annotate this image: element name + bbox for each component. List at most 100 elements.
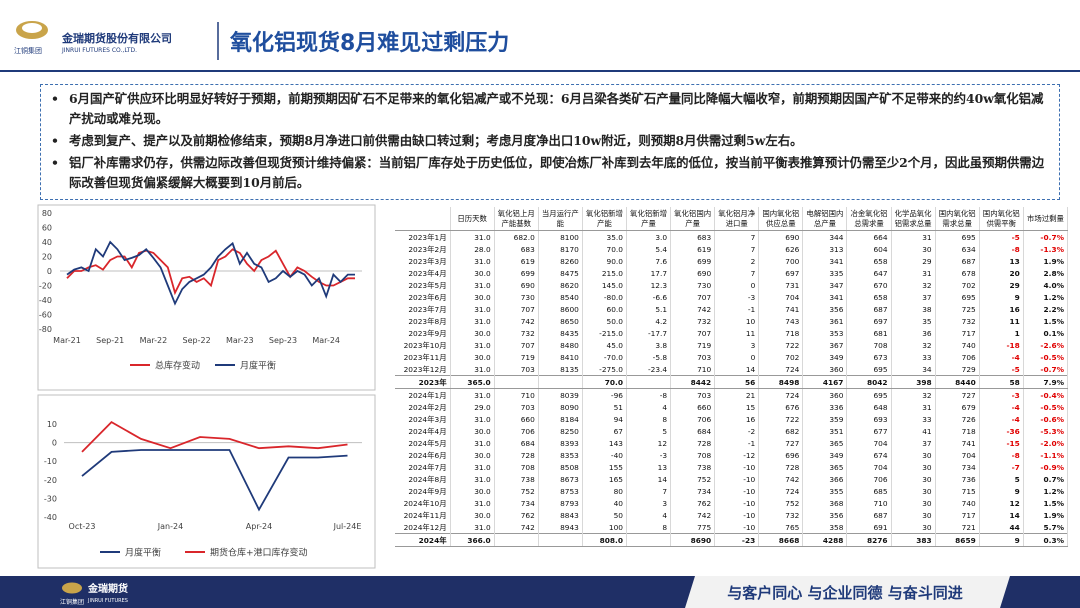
table-cell: 13 [979,255,1024,267]
table-cell: 684 [494,437,539,449]
table-cell: 685 [846,485,892,497]
table-cell: 670 [846,279,892,291]
table-cell: 347 [802,279,848,291]
table-cell: 708 [846,339,892,351]
table-cell: 31.0 [450,388,495,401]
table-header-cell: 电解铝国内总产量 [802,207,848,231]
table-cell: 2023年8月 [395,315,451,327]
table-cell: -70.0 [582,351,627,363]
balance-table: 日历天数 氧化铝上月产能基数 当月运行产能 氧化铝新增产能 氧化铝新增产量 氧化铝国内产量… [395,207,1069,547]
table-cell: -0.5% [1023,401,1069,413]
table-cell: 353 [802,327,848,339]
table-header-cell: 化学品氧化铝需求总量 [891,207,936,231]
table-cell: 734 [935,461,980,473]
table-cell: 2023年 [395,375,451,389]
table-cell: 664 [846,230,892,243]
table-cell: 4 [626,401,672,413]
table-cell: 693 [846,413,892,425]
table-cell: 729 [935,363,980,376]
table-cell: 341 [802,255,848,267]
table-header-cell: 氧化铝上月产能基数 [494,207,539,231]
table-cell: 690 [670,267,716,279]
table-cell: 710 [670,363,716,376]
table-cell: 2024年 [395,533,451,547]
table-cell: -10 [714,485,760,497]
table-cell: 699 [494,267,539,279]
table-cell: -12 [714,449,760,461]
table-cell: 155 [582,461,627,473]
table-cell: 34 [891,363,936,376]
table-cell: 699 [670,255,716,267]
table-cell: 8410 [538,351,583,363]
table-cell: 349 [802,351,848,363]
series-line [66,248,355,296]
table-cell: 2023年5月 [395,279,451,291]
table-cell: 2024年9月 [395,485,451,497]
bullet: 6月国产矿供应环比明显好转好于预期，前期预期因矿石不足带来的氧化铝减产或不兑现：… [51,89,1049,129]
table-cell: 710 [494,388,539,401]
x-tick-label: Mar-24 [312,336,340,345]
table-cell: 50 [582,509,627,521]
table-cell: 12 [979,497,1024,509]
table-cell: 5 [979,473,1024,485]
table-cell: 70.0 [582,375,627,389]
table-cell: 707 [494,339,539,351]
table-cell: 676 [758,401,804,413]
table-cell: 707 [494,303,539,315]
x-tick-label: Sep-21 [96,336,124,345]
table-cell: 721 [935,521,980,534]
table-cell: 3.0 [626,230,672,243]
table-cell: 8498 [758,375,804,389]
table-header-cell: 氧化铝新增产能 [582,207,627,231]
chart-frame [37,394,376,569]
table-cell: 8475 [538,267,583,279]
table-cell: 30 [891,497,936,509]
table-cell: -3 [626,449,672,461]
y-tick-label: 60 [42,224,52,233]
table-cell: 697 [846,315,892,327]
table-row: 2023年10月 31.0 707 8480 45.0 3.8 719 3 722 367 708 3… [395,339,1069,351]
table-cell: 706 [846,473,892,485]
table-cell: 165 [582,473,627,485]
table-cell: 30 [891,243,936,255]
table-cell: 5.7% [1023,521,1069,534]
table-cell: 2024年2月 [395,401,451,413]
y-tick-label: 10 [47,420,57,429]
table-cell: 687 [935,255,980,267]
footer-logo [62,582,82,594]
table-cell: 687 [846,303,892,315]
table-cell: -96 [582,388,627,401]
y-tick-label: 20 [42,253,52,262]
table-cell [626,375,672,389]
table-cell: -10 [714,473,760,485]
table-cell: 677 [846,425,892,437]
y-tick-label: -20 [39,282,52,291]
table-cell: 707 [670,291,716,303]
table-cell: 8260 [538,255,583,267]
table-cell: 718 [935,425,980,437]
table-cell: 31.0 [450,497,495,509]
table-cell: 349 [802,449,848,461]
table-cell: 743 [758,315,804,327]
table-cell: 734 [494,497,539,509]
table-cell: -6.6 [626,291,672,303]
table-cell: 9 [979,291,1024,303]
table-cell: 710 [846,497,892,509]
y-tick-label: -60 [39,311,52,320]
table-cell: 8943 [538,521,583,534]
table-row: 2024年7月 31.0 708 8508 155 13 738 -10 728 365 704 30… [395,461,1069,473]
table-cell: 2024年6月 [395,449,451,461]
table-cell: 727 [935,388,980,401]
table-cell: 35 [891,315,936,327]
table-header-cell: 氧化铝月净进口量 [714,207,760,231]
table-cell: 366 [802,473,848,485]
table-header-row: 日历天数 氧化铝上月产能基数 当月运行产能 氧化铝新增产能 氧化铝新增产量 氧化铝国内产量… [395,207,1069,231]
table-cell: 703 [670,388,716,401]
table-cell: 8135 [538,363,583,376]
table-cell: 360 [802,363,848,376]
table-cell: -5 [979,363,1024,376]
table-cell [494,533,539,547]
table-cell: -18 [979,339,1024,351]
table-row: 2024年9月 30.0 752 8753 80 7 734 -10 724 355 685 30 71… [395,485,1069,497]
bullet-box: 6月国产矿供应环比明显好转好于预期，前期预期因矿石不足带来的氧化铝减产或不兑现：… [40,84,1060,200]
